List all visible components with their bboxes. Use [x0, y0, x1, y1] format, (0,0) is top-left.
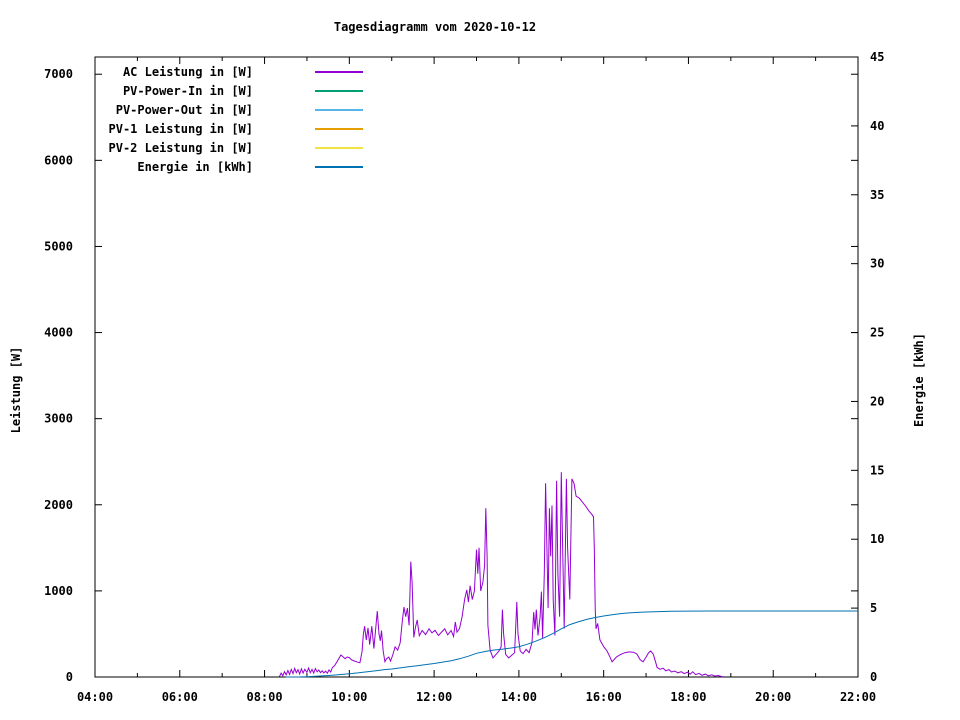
legend-item: Energie in [kWh] — [100, 157, 370, 176]
y2-tick-label: 10 — [870, 532, 884, 546]
x-tick-label: 04:00 — [77, 690, 113, 704]
y-tick-label: 0 — [66, 670, 73, 684]
y-tick-label: 6000 — [44, 153, 73, 167]
legend-item: PV-Power-Out in [W] — [100, 100, 370, 119]
legend-label: PV-1 Leistung in [W] — [108, 121, 254, 136]
legend-line-swatch — [315, 108, 363, 111]
legend-item: PV-2 Leistung in [W] — [100, 138, 370, 157]
chart-title: Tagesdiagramm vom 2020-10-12 — [333, 20, 537, 34]
y2-tick-label: 40 — [870, 119, 884, 133]
y-tick-label: 1000 — [44, 584, 73, 598]
y2-tick-label: 0 — [870, 670, 877, 684]
series-line-5 — [285, 610, 858, 678]
legend-label: PV-Power-Out in [W] — [115, 102, 253, 117]
y-tick-label: 4000 — [44, 326, 73, 340]
y2-tick-label: 30 — [870, 257, 884, 271]
legend-item: PV-Power-In in [W] — [100, 81, 370, 100]
legend: AC Leistung in [W] PV-Power-In in [W] PV-P… — [100, 62, 370, 176]
x-tick-label: 06:00 — [162, 690, 198, 704]
series-line-0 — [278, 472, 724, 678]
y2-tick-label: 35 — [870, 188, 884, 202]
x-tick-label: 14:00 — [501, 690, 537, 704]
y-tick-label: 5000 — [44, 239, 73, 253]
legend-line-swatch — [315, 89, 363, 92]
y2-tick-label: 5 — [870, 601, 877, 615]
legend-label: PV-Power-In in [W] — [122, 83, 253, 98]
x-tick-label: 22:00 — [840, 690, 876, 704]
y-tick-label: 7000 — [44, 67, 73, 81]
legend-item: AC Leistung in [W] — [100, 62, 370, 81]
y2-tick-label: 15 — [870, 463, 884, 477]
x-tick-label: 08:00 — [246, 690, 282, 704]
x-tick-label: 18:00 — [670, 690, 706, 704]
y2-tick-label: 45 — [870, 50, 884, 64]
x-tick-label: 16:00 — [586, 690, 622, 704]
legend-line-swatch — [315, 127, 363, 130]
legend-line-swatch — [315, 70, 363, 73]
x-tick-label: 12:00 — [416, 690, 452, 704]
x-tick-label: 20:00 — [755, 690, 791, 704]
y-tick-label: 3000 — [44, 412, 73, 426]
legend-label: AC Leistung in [W] — [122, 64, 253, 79]
y-tick-label: 2000 — [44, 498, 73, 512]
y2-tick-label: 25 — [870, 326, 884, 340]
legend-item: PV-1 Leistung in [W] — [100, 119, 370, 138]
legend-line-swatch — [315, 165, 363, 168]
x-tick-label: 10:00 — [331, 690, 367, 704]
legend-label: PV-2 Leistung in [W] — [108, 140, 254, 155]
y2-tick-label: 20 — [870, 394, 884, 408]
legend-label: Energie in [kWh] — [137, 159, 253, 174]
legend-line-swatch — [315, 146, 363, 149]
